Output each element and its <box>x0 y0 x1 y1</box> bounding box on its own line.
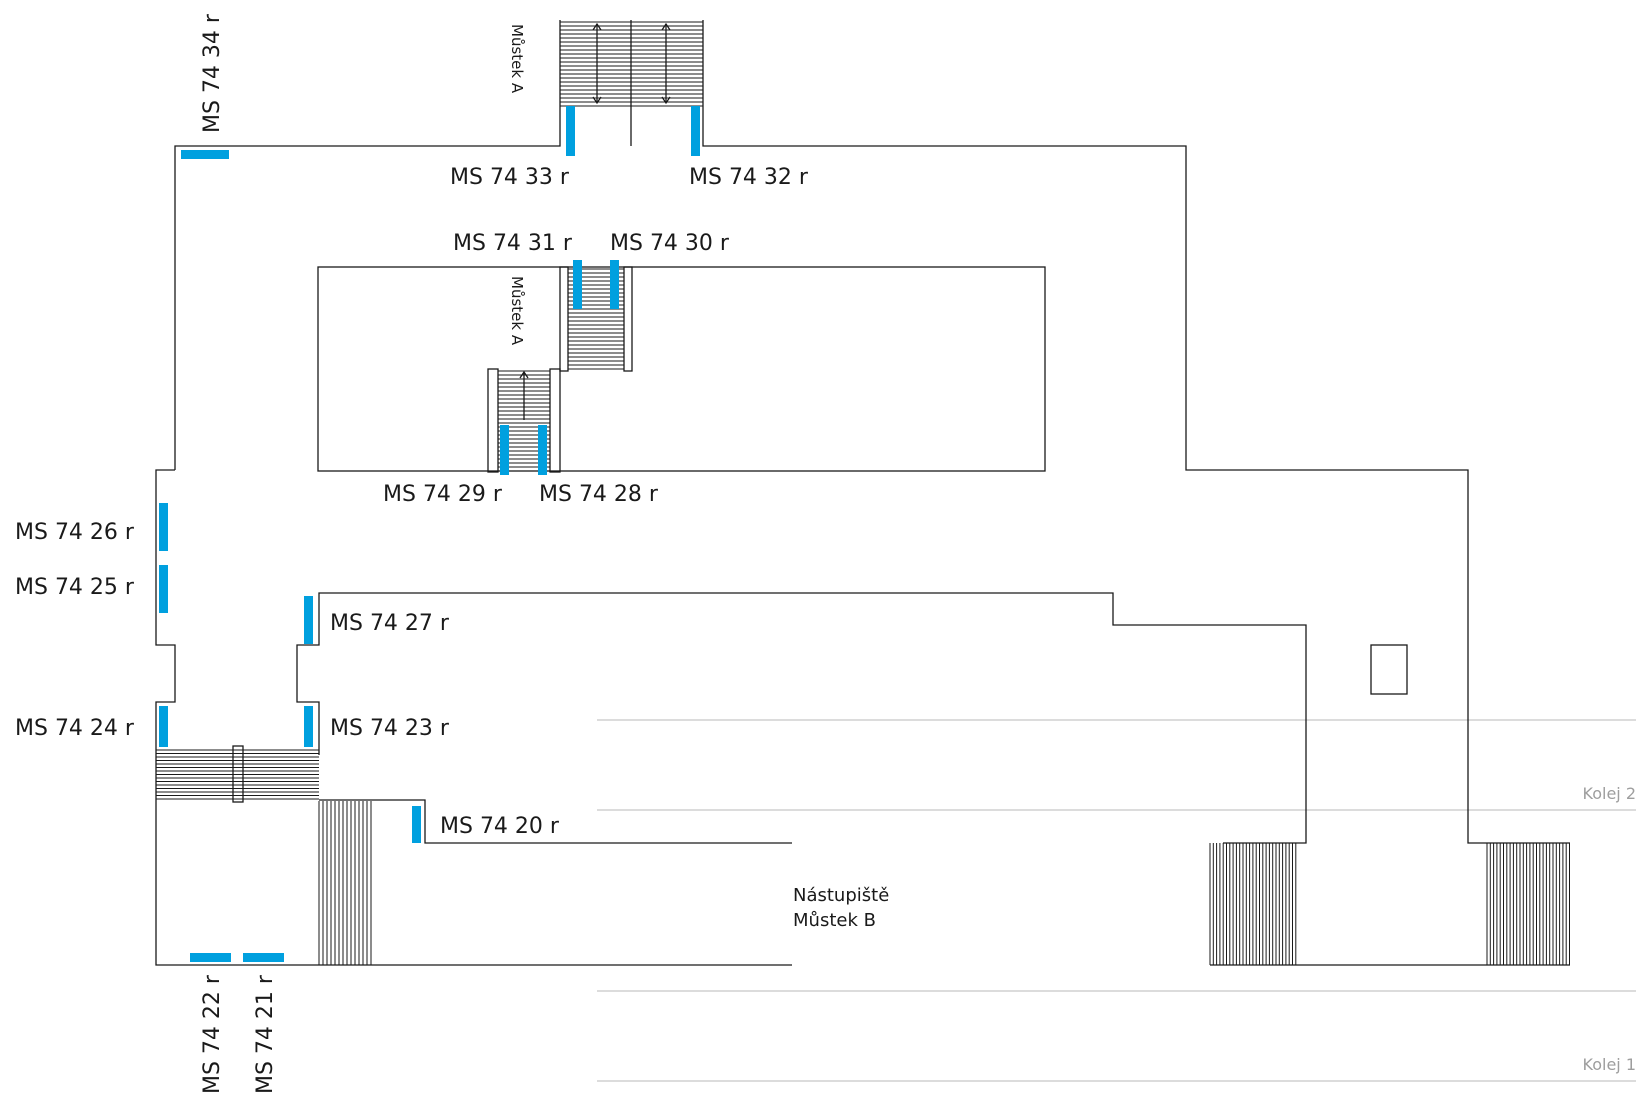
markers <box>159 106 700 962</box>
label-ms-74-27: MS 74 27 r <box>330 611 450 636</box>
marker-ms-74-23[interactable] <box>304 706 313 747</box>
platform-label-line1: Nástupiště <box>793 885 889 906</box>
marker-ms-74-32[interactable] <box>691 106 700 156</box>
label-ms-74-20: MS 74 20 r <box>440 814 560 839</box>
platform-staircase-middle <box>1209 843 1297 965</box>
track-lines <box>597 719 1636 1082</box>
outer-corridor-wall <box>174 20 561 470</box>
upper-staircase <box>560 21 703 107</box>
marker-ms-74-24[interactable] <box>159 706 168 747</box>
marker-labels: MS 74 34 r MS 74 33 r MS 74 32 r MS 74 3… <box>15 13 809 1094</box>
stair-direction-arrows <box>519 22 671 420</box>
stair-label-mustek-a-middle: Můstek A <box>508 276 526 346</box>
platform-staircase-left <box>318 801 372 965</box>
corridor-walls <box>155 20 1570 966</box>
stair-frame <box>232 745 244 803</box>
label-ms-74-21: MS 74 21 r <box>253 974 278 1094</box>
platform-label-line2: Můstek B <box>793 910 876 931</box>
arrow-head <box>592 96 602 105</box>
marker-ms-74-26[interactable] <box>159 503 168 551</box>
platform-staircase-right <box>1486 843 1570 965</box>
marker-ms-74-30[interactable] <box>610 260 619 309</box>
marker-ms-74-31[interactable] <box>573 260 582 309</box>
marker-ms-74-29[interactable] <box>500 425 509 475</box>
track-label-kolej-1: Kolej 1 <box>1583 1055 1636 1074</box>
bottom-left-wall <box>155 755 792 966</box>
stair-label-mustek-a-upper: Můstek A <box>508 24 526 94</box>
label-ms-74-22: MS 74 22 r <box>200 974 225 1094</box>
label-ms-74-24: MS 74 24 r <box>15 716 135 741</box>
stair-frame <box>559 266 569 372</box>
elevator-box <box>1370 644 1408 695</box>
marker-ms-74-34[interactable] <box>181 150 229 159</box>
arrow-head <box>592 22 602 31</box>
mezzanine-block <box>317 266 1408 695</box>
label-ms-74-31: MS 74 31 r <box>453 231 573 256</box>
marker-ms-74-20[interactable] <box>412 806 421 843</box>
left-staircase <box>156 749 319 800</box>
platform-approach-wall <box>319 799 792 844</box>
arrow-head <box>661 96 671 105</box>
arrow-head <box>661 22 671 31</box>
label-ms-74-30: MS 74 30 r <box>610 231 730 256</box>
marker-ms-74-22[interactable] <box>190 953 231 962</box>
marker-ms-74-25[interactable] <box>159 565 168 613</box>
marker-ms-74-27[interactable] <box>304 596 313 644</box>
label-ms-74-29: MS 74 29 r <box>383 482 503 507</box>
label-ms-74-28: MS 74 28 r <box>539 482 659 507</box>
mezzanine-rect <box>317 266 1046 472</box>
stair-frame <box>623 266 633 372</box>
left-wall-upper <box>155 469 176 755</box>
marker-ms-74-28[interactable] <box>538 425 547 475</box>
label-ms-74-33: MS 74 33 r <box>450 165 570 190</box>
inner-wall <box>296 592 1307 844</box>
marker-ms-74-21[interactable] <box>243 953 284 962</box>
label-ms-74-23: MS 74 23 r <box>330 716 450 741</box>
staircase-frames <box>232 266 633 803</box>
label-ms-74-25: MS 74 25 r <box>15 575 135 600</box>
marker-ms-74-33[interactable] <box>566 106 575 156</box>
stair-frame <box>549 368 561 473</box>
label-ms-74-32: MS 74 32 r <box>689 165 809 190</box>
label-ms-74-34: MS 74 34 r <box>200 13 225 133</box>
outer-corridor-wall-right <box>702 20 1570 844</box>
stair-frame <box>487 368 499 473</box>
arrow-head <box>519 370 529 379</box>
track-label-kolej-2: Kolej 2 <box>1583 784 1636 803</box>
label-ms-74-26: MS 74 26 r <box>15 520 135 545</box>
